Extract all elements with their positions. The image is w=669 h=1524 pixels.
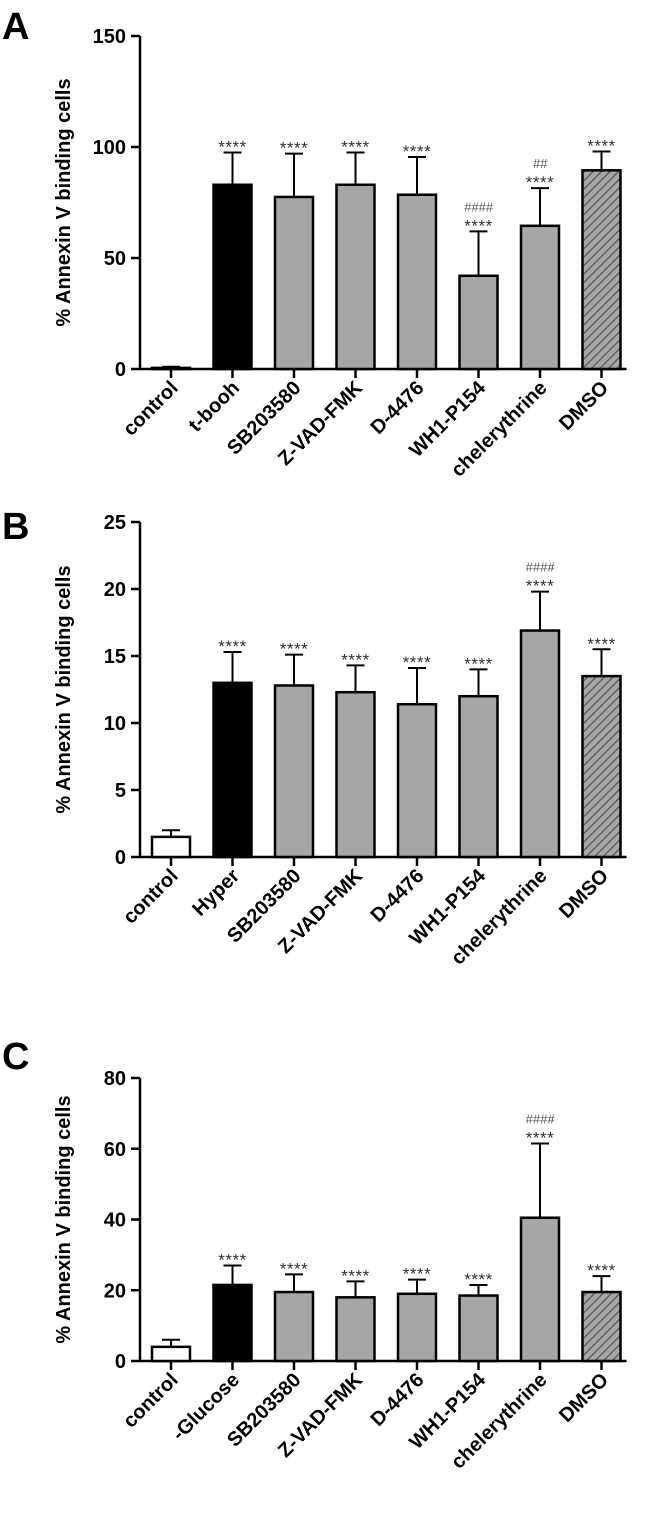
significance-stars: **** <box>526 173 554 192</box>
bar-glucose <box>212 1283 253 1363</box>
significance-stars: **** <box>587 1261 615 1280</box>
y-tick-label: 0 <box>115 1351 126 1373</box>
bar-d-4476 <box>396 193 438 371</box>
x-category-label: D-4476 <box>367 865 429 927</box>
chart-a: % Annexin V binding cells 0 50 100 150 contro… <box>53 26 627 481</box>
significance-stars: **** <box>218 1250 246 1269</box>
x-category-label: control <box>119 865 182 928</box>
significance-stars: **** <box>403 1265 431 1284</box>
significance-stars: **** <box>587 634 615 653</box>
y-axis-label: % Annexin V binding cells <box>53 1095 75 1343</box>
panel-a: A % Annexin V binding cells 0 50 100 150 cont… <box>0 0 669 500</box>
significance-stars: **** <box>218 637 246 656</box>
bar-hyper <box>212 681 253 859</box>
y-tick-label: 0 <box>115 847 126 869</box>
y-tick-label: 150 <box>93 26 126 48</box>
significance-stars: **** <box>526 1128 554 1147</box>
y-tick-label: 25 <box>104 512 126 534</box>
bar-d-4476 <box>396 702 438 859</box>
y-tick-label: 100 <box>93 137 126 159</box>
bar-control <box>150 1345 192 1363</box>
significance-hashes: ## <box>533 156 548 171</box>
bar-chelerythrine <box>519 629 561 859</box>
significance-stars: **** <box>403 653 431 672</box>
bar-z-vad-fmk <box>335 1296 376 1363</box>
bar-chelerythrine <box>519 224 561 371</box>
bar-control <box>150 366 192 371</box>
significance-hashes: #### <box>526 1111 556 1126</box>
significance-stars: **** <box>280 1259 308 1278</box>
significance-stars: **** <box>526 577 554 596</box>
bar-dmso <box>581 674 622 859</box>
bar-wh1-p154 <box>458 1294 499 1363</box>
panel-b: B % Annexin V binding cells 0 5 10 15 20 25 con… <box>0 500 669 1030</box>
significance-stars: **** <box>341 138 369 157</box>
x-category-label: t-booh <box>185 377 245 437</box>
bar-sb203580 <box>273 684 315 859</box>
bar-dmso <box>581 169 622 371</box>
bar-z-vad-fmk <box>335 690 376 859</box>
x-category-label: D-4476 <box>367 377 429 439</box>
y-tick-label: 10 <box>104 713 126 735</box>
bar-z-vad-fmk <box>335 183 376 371</box>
x-category-label: D-4476 <box>367 1369 429 1431</box>
chart-c: % Annexin V binding cells 0 20 40 60 80 contro… <box>53 1068 627 1473</box>
y-axis-label: % Annexin V binding cells <box>53 565 75 813</box>
significance-hashes: #### <box>526 560 556 575</box>
y-axis-label: % Annexin V binding cells <box>53 78 75 326</box>
bar-control <box>150 835 192 859</box>
y-tick-label: 80 <box>104 1068 126 1090</box>
y-tick-label: 5 <box>115 780 126 802</box>
bar-sb203580 <box>273 195 315 371</box>
x-category-label: DMSO <box>555 377 613 435</box>
significance-stars: **** <box>464 654 492 673</box>
bar-d-4476 <box>396 1292 438 1363</box>
x-category-label: control <box>119 1369 182 1432</box>
significance-stars: **** <box>464 216 492 235</box>
chart-b: % Annexin V binding cells 0 5 10 15 20 25 contr… <box>53 512 627 969</box>
y-tick-label: 0 <box>115 359 126 381</box>
significance-stars: **** <box>341 1266 369 1285</box>
panel-c: C % Annexin V binding cells 0 20 40 60 80 cont… <box>0 1030 669 1524</box>
bar-wh1-p154 <box>458 694 499 859</box>
bar-sb203580 <box>273 1290 315 1363</box>
significance-stars: **** <box>341 650 369 669</box>
x-category-label: Hyper <box>188 865 244 921</box>
significance-stars: **** <box>280 139 308 158</box>
y-tick-label: 40 <box>104 1210 126 1232</box>
significance-stars: **** <box>280 640 308 659</box>
panel-letter-c: C <box>2 1036 30 1078</box>
significance-stars: **** <box>464 1270 492 1289</box>
significance-stars: **** <box>218 138 246 157</box>
panel-letter-b: B <box>2 506 30 548</box>
bar-wh1-p154 <box>458 274 499 371</box>
y-tick-label: 20 <box>104 579 126 601</box>
y-tick-label: 60 <box>104 1139 126 1161</box>
bar-dmso <box>581 1290 622 1363</box>
x-category-label: control <box>119 377 182 440</box>
y-tick-label: 50 <box>104 248 126 270</box>
y-tick-label: 15 <box>104 646 126 668</box>
panel-letter-a: A <box>2 6 30 48</box>
y-tick-label: 20 <box>104 1280 126 1302</box>
bar-t-booh <box>212 183 253 371</box>
x-category-label: DMSO <box>555 865 613 923</box>
x-category-label: DMSO <box>555 1369 613 1427</box>
significance-hashes: #### <box>464 199 494 214</box>
significance-stars: **** <box>403 142 431 161</box>
significance-stars: **** <box>587 136 615 155</box>
bar-chelerythrine <box>519 1216 561 1363</box>
